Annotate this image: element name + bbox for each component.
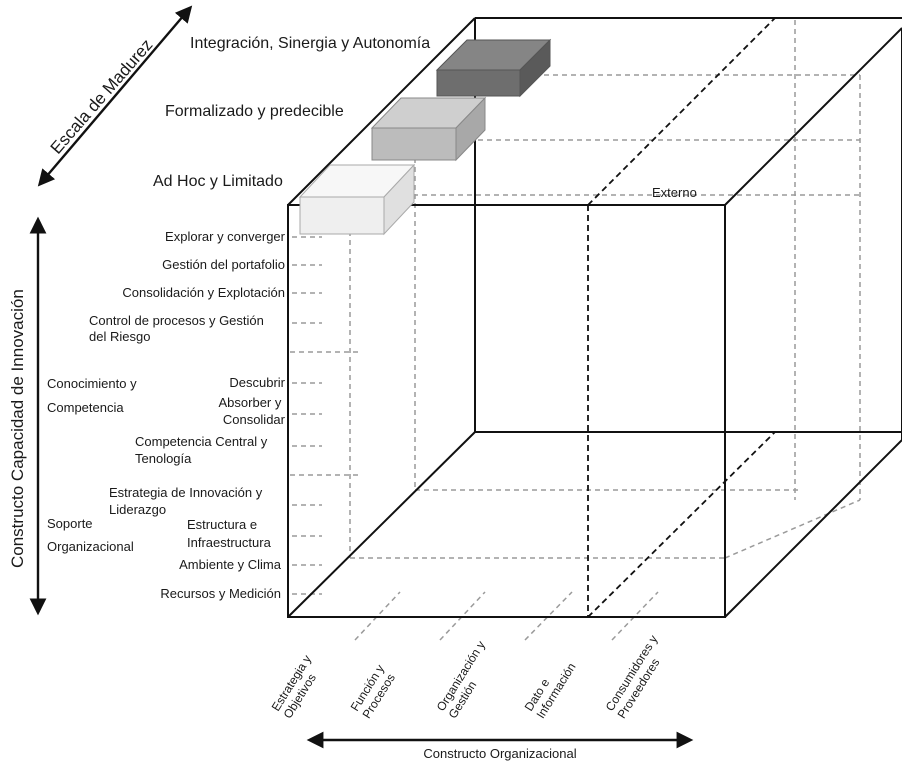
svg-text:Consumidores yProveedores: Consumidores yProveedores	[603, 633, 673, 721]
row-dashes	[292, 236, 322, 595]
row-label-estrategia-innovacion: Estrategia de Innovación y Liderazgo	[109, 485, 266, 517]
svg-text:Organización yGestión: Organización yGestión	[434, 638, 500, 721]
column-label-organizacion: Organización yGestión	[434, 638, 500, 721]
row-label-estructura: Estructura e Infraestructura	[187, 517, 272, 550]
maturity-level-2-label: Formalizado y predecible	[165, 103, 344, 120]
maturity-scale-arrow	[37, 5, 193, 187]
maturity-block-3	[435, 38, 552, 98]
svg-text:Dato eInformación: Dato eInformación	[522, 653, 579, 721]
maturity-block-1	[298, 163, 416, 236]
inner-dashed-grid	[290, 20, 861, 559]
column-label-funcion: Función yProcesos	[348, 662, 399, 721]
row-label-absorber: Absorber y Consolidar	[219, 395, 286, 427]
cube-edges	[287, 17, 902, 618]
group-label-conocimiento: Conocimiento y Competencia	[47, 376, 140, 415]
column-label-consumidores: Consumidores yProveedores	[603, 633, 673, 721]
row-label-ambiente: Ambiente y Clima	[179, 557, 282, 572]
column-label-estrategia: Estrategia yObjetivos	[269, 652, 326, 721]
row-label-descubrir: Descubrir	[229, 375, 285, 390]
row-label-consolidacion: Consolidación y Explotación	[122, 285, 285, 300]
innovation-construct-title: Constructo Capacidad de Innovación	[8, 289, 27, 568]
row-label-competencia-central: Competencia Central y Tenología	[135, 434, 271, 466]
maturity-block-2	[370, 96, 487, 162]
organizational-construct-title: Constructo Organizacional	[423, 746, 576, 761]
external-plane	[587, 17, 776, 618]
svg-text:Estrategia yObjetivos: Estrategia yObjetivos	[269, 652, 326, 721]
maturity-level-3-label: Integración, Sinergia y Autonomía	[190, 35, 430, 52]
row-label-portafolio: Gestión del portafolio	[162, 257, 285, 272]
group-label-soporte: Soporte Organizacional	[47, 516, 134, 554]
row-label-explorar: Explorar y converger	[165, 229, 286, 244]
maturity-level-1-label: Ad Hoc y Limitado	[153, 173, 283, 190]
maturity-scale-title: Escala de Madurez	[47, 35, 157, 157]
row-label-control-procesos: Control de procesos y Gestión del Riesgo	[89, 313, 268, 344]
svg-text:Función yProcesos: Función yProcesos	[348, 662, 399, 721]
row-label-recursos: Recursos y Medición	[160, 586, 281, 601]
column-label-dato: Dato eInformación	[522, 653, 579, 721]
external-label: Externo	[652, 185, 697, 200]
column-dashes	[354, 591, 659, 641]
